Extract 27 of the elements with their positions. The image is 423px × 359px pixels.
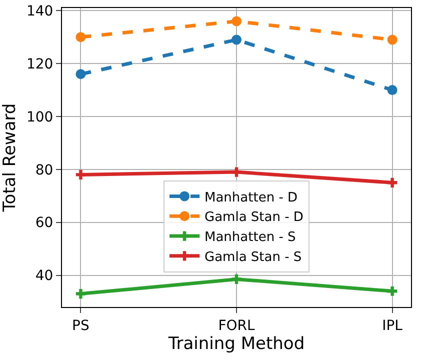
y-tick-label: 40: [35, 268, 54, 284]
point: [232, 274, 242, 284]
legend-label: Gamla Stan - D: [204, 210, 304, 226]
point: [76, 170, 86, 180]
y-tick-label: 60: [35, 215, 54, 232]
x-tick-label: FORL: [218, 318, 255, 334]
x-tick-label: IPL: [382, 318, 403, 334]
y-tick-label: 80: [35, 162, 54, 178]
point: [76, 69, 86, 80]
point: [388, 178, 398, 188]
x-tick-label: PS: [72, 318, 90, 334]
point: [76, 32, 86, 42]
legend-label: Gamla Stan - S: [204, 250, 302, 265]
point: [387, 34, 398, 45]
y-tick-label: 140: [26, 4, 54, 20]
legend-label: Manhatten - S: [204, 230, 296, 246]
point: [232, 167, 242, 177]
y-tick-label: 120: [26, 56, 54, 72]
point: [387, 85, 398, 96]
y-axis-title: Total Reward: [0, 103, 20, 213]
legend-label: Manhatten - D: [204, 190, 298, 206]
x-axis-title: Training Method: [167, 334, 305, 354]
point: [76, 288, 86, 299]
point: [232, 34, 242, 45]
point: [388, 286, 398, 296]
point: [232, 16, 242, 26]
y-tick-label: 100: [26, 109, 54, 126]
